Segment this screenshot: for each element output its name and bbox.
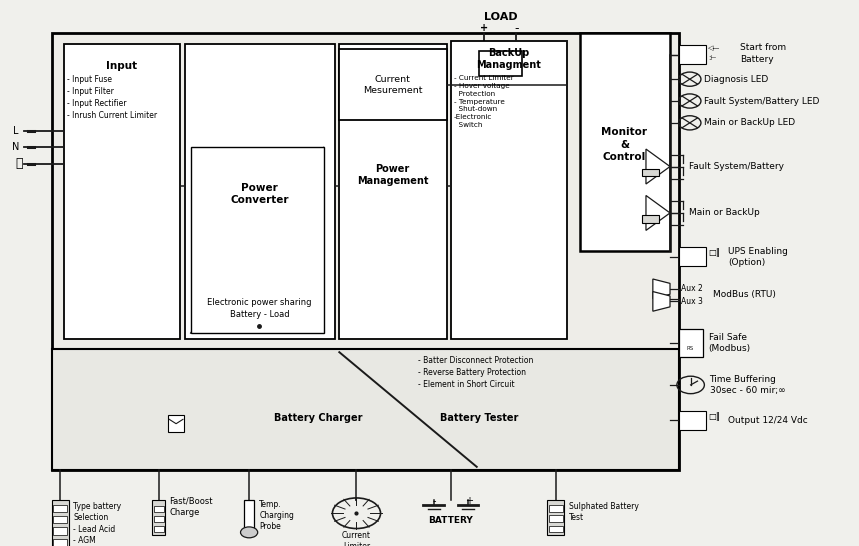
Text: L: L [13, 126, 18, 136]
Text: Main or BackUp: Main or BackUp [689, 209, 759, 217]
Bar [679, 45, 706, 64]
Text: Current
Limiter
Charging: Current Limiter Charging [339, 531, 374, 546]
Polygon shape [646, 195, 670, 230]
Text: +: + [479, 23, 488, 33]
Text: Battery Tester: Battery Tester [440, 413, 519, 423]
Text: ◁—: ◁— [708, 45, 720, 51]
Text: Temp.
Charging
Probe: Temp. Charging Probe [259, 500, 295, 531]
Text: Diagnosis LED: Diagnosis LED [704, 75, 769, 84]
Text: +: + [465, 496, 473, 506]
Text: Electronic power sharing
Battery - Load: Electronic power sharing Battery - Load [207, 299, 312, 318]
Text: BATTERY: BATTERY [429, 516, 473, 525]
Text: Main or BackUp LED: Main or BackUp LED [704, 118, 795, 127]
Bar [679, 247, 706, 266]
Bar [451, 41, 567, 339]
Text: ModBus (RTU): ModBus (RTU) [713, 290, 776, 299]
Text: :⊢: :⊢ [708, 55, 716, 61]
Bar [52, 33, 679, 470]
Text: Battery Charger: Battery Charger [273, 413, 362, 423]
Text: ⏚: ⏚ [15, 157, 22, 170]
Text: Fail Safe
(Modbus): Fail Safe (Modbus) [709, 333, 751, 353]
Polygon shape [653, 292, 670, 311]
Text: Output 12/24 Vdc: Output 12/24 Vdc [728, 416, 808, 425]
Bar [642, 169, 659, 176]
Bar [64, 44, 180, 339]
Bar [549, 515, 563, 522]
Text: □‖: □‖ [708, 248, 720, 257]
Text: Type battery
Selection
- Lead Acid
- AGM
- Ni Cd
- Li Ion: Type battery Selection - Lead Acid - AGM… [73, 502, 121, 546]
Bar [168, 415, 184, 432]
Bar [549, 526, 563, 532]
Text: N: N [12, 143, 19, 152]
Text: Sulphated Battery
Test: Sulphated Battery Test [569, 502, 638, 523]
Text: BackUp
Managment: BackUp Managment [476, 48, 541, 70]
Bar [53, 505, 67, 512]
Text: Aux 2: Aux 2 [681, 284, 703, 293]
Text: Time Buffering
30sec - 60 mir;∞: Time Buffering 30sec - 60 mir;∞ [710, 375, 785, 395]
Bar [339, 44, 447, 339]
Text: UPS Enabling
(Option): UPS Enabling (Option) [728, 247, 789, 266]
Text: Power
Converter: Power Converter [230, 182, 289, 205]
Bar [52, 349, 679, 470]
Bar [679, 329, 703, 357]
Text: Fault System/Battery LED: Fault System/Battery LED [704, 97, 819, 105]
Polygon shape [653, 279, 670, 299]
Text: Input: Input [107, 61, 137, 70]
Bar [642, 215, 659, 223]
Polygon shape [646, 149, 670, 184]
Bar [155, 506, 163, 512]
Text: Fault System/Battery: Fault System/Battery [689, 162, 784, 171]
Text: LOAD: LOAD [484, 13, 518, 22]
Text: -: - [433, 496, 436, 506]
Text: Power
Management: Power Management [356, 163, 429, 186]
Bar [580, 33, 670, 251]
Text: - Batter Disconnect Protection
- Reverse Battery Protection
- Element in Short C: - Batter Disconnect Protection - Reverse… [418, 356, 533, 389]
Bar [155, 516, 163, 522]
Bar [153, 500, 165, 535]
Bar [53, 539, 67, 546]
Circle shape [241, 527, 258, 538]
Text: Start from
Battery: Start from Battery [740, 44, 787, 63]
Bar [244, 500, 254, 532]
Bar [53, 527, 67, 535]
Text: RS: RS [686, 346, 693, 351]
Bar [547, 500, 564, 535]
Bar [339, 49, 447, 120]
Text: Aux 3: Aux 3 [681, 297, 703, 306]
Text: Monitor
&
Control: Monitor & Control [601, 127, 648, 162]
Text: -: - [514, 22, 519, 35]
Text: □‖: □‖ [708, 412, 720, 421]
Bar [155, 526, 163, 532]
Bar [679, 411, 706, 430]
Bar [53, 516, 67, 523]
Bar [549, 505, 563, 512]
Text: Fast/Boost
Charge: Fast/Boost Charge [169, 497, 213, 517]
Text: - Current Limiter
- Hover voltage
  Protection
- Temperature
  Shut-down
-Electr: - Current Limiter - Hover voltage Protec… [454, 75, 514, 128]
Bar [52, 500, 69, 546]
Text: - Input Fuse
- Input Filter
- Input Rectifier
- Inrush Current Limiter: - Input Fuse - Input Filter - Input Rect… [67, 75, 157, 120]
Bar [185, 44, 335, 339]
Bar [479, 51, 522, 76]
Text: Current
Mesurement: Current Mesurement [362, 75, 423, 94]
Bar [191, 147, 324, 333]
